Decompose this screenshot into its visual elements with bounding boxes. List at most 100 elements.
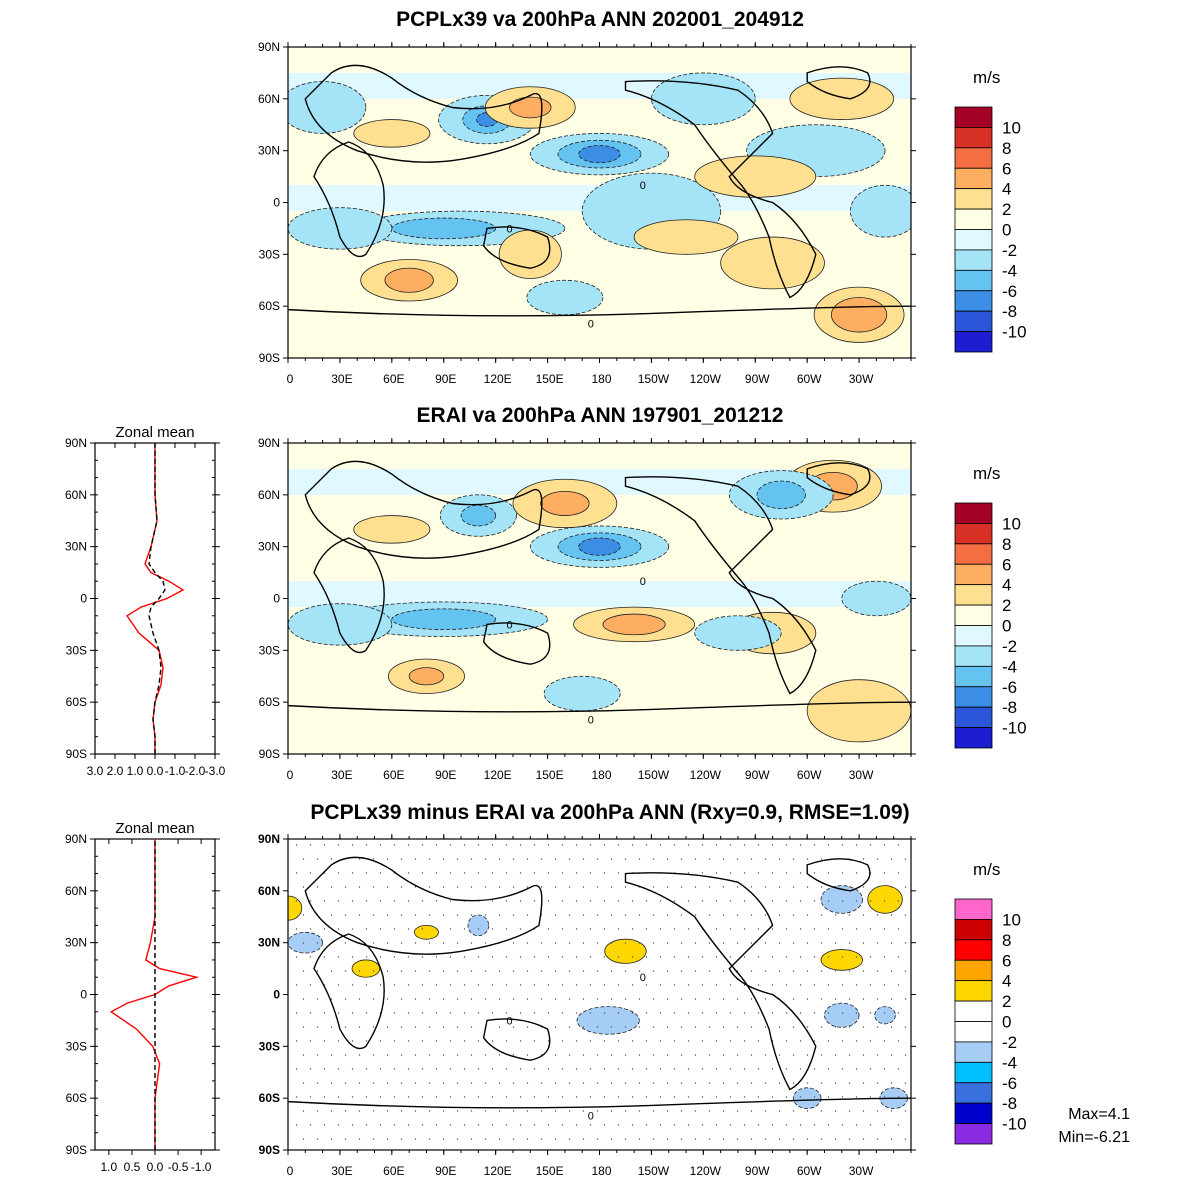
zonal-lat-tick: 90N: [65, 832, 87, 846]
coastline: [482, 622, 551, 665]
zonal-title: Zonal mean: [115, 820, 194, 837]
panel-title-model: PCPLx39 va 200hPa ANN 202001_204912: [396, 8, 804, 31]
zonal-lat-tick: 90S: [66, 747, 87, 761]
lon-tick-label: 90W: [745, 768, 770, 782]
contour-region: [824, 1002, 860, 1028]
contour-region: [694, 155, 817, 198]
zonal-mean-plot-1: Zonal mean 90N 60N 30N 0 30S 60S 90S 1.0 0.5 0.0 -0…: [65, 820, 220, 1174]
lon-tick-label: 90E: [435, 1164, 456, 1178]
lon-tick-label: 120E: [484, 372, 512, 386]
contour-region: [867, 885, 903, 914]
lon-tick-label: 180: [591, 1164, 611, 1178]
lon-tick-label: 60E: [383, 1164, 404, 1178]
contour-label: 0: [506, 619, 512, 631]
colorbar-swatch: [954, 959, 993, 982]
coastline: [806, 66, 871, 100]
colorbar-swatch: [954, 269, 993, 292]
lat-tick-label: 30N: [258, 936, 280, 950]
colorbar-swatch: [954, 665, 993, 688]
panel-title-obs: ERAI va 200hPa ANN 197901_201212: [416, 404, 784, 427]
contour-region: [353, 515, 431, 544]
colorbar-level-label: -10: [1002, 719, 1027, 738]
colorbar-swatch: [954, 543, 993, 565]
zonal-x-tick: 0.5: [124, 1160, 141, 1174]
contour-label: 0: [588, 1110, 594, 1122]
coastline: [304, 64, 543, 163]
zonal-lat-tick: 60S: [66, 695, 87, 709]
contour-region: [413, 924, 439, 940]
zonal-x-tick: -3.0: [205, 764, 226, 778]
zonal-lat-tick: 0: [80, 988, 87, 1002]
lat-tick-label: 60S: [259, 299, 280, 313]
colorbar-swatch: [954, 106, 993, 128]
contour-label: 0: [640, 180, 646, 192]
colorbar-swatch: [954, 1061, 993, 1084]
lon-tick-label: 0: [287, 372, 294, 386]
contour-region: [820, 885, 863, 914]
lon-tick-label: 60E: [383, 372, 404, 386]
colorbar-swatch: [954, 686, 993, 708]
colorbar-swatch: [954, 919, 993, 941]
contour-region: [351, 959, 381, 978]
lon-tick-label: 90E: [435, 768, 456, 782]
lat-tick-label: 30S: [259, 247, 280, 261]
contour-region: [841, 580, 911, 617]
lon-tick-label: 30E: [331, 372, 352, 386]
contour-region: [467, 914, 490, 937]
lon-tick-label: 60W: [797, 372, 822, 386]
colorbar-level-label: 4: [1002, 180, 1011, 199]
colorbar-level-label: -8: [1002, 698, 1017, 717]
lon-tick-label: 30W: [849, 1164, 874, 1178]
contour-region: [460, 504, 497, 527]
colorbar-swatch: [954, 939, 993, 961]
colorbar-swatch: [954, 310, 993, 332]
lat-tick-label: 30N: [258, 144, 280, 158]
lon-tick-label: 90E: [435, 372, 456, 386]
coastline: [304, 460, 543, 559]
lon-tick-label: 150E: [536, 372, 564, 386]
colorbar-level-label: -8: [1002, 302, 1017, 321]
zonal-lat-tick: 0: [80, 592, 87, 606]
colorbar-swatch: [954, 706, 993, 728]
panel-title-diff: PCPLx39 minus ERAI va 200hPa ANN (Rxy=0.…: [310, 801, 910, 824]
colorbar-swatch: [954, 188, 993, 210]
colorbar-level-label: -4: [1002, 657, 1017, 676]
zonal-lat-tick: 90S: [66, 1143, 87, 1157]
contour-region: [874, 1006, 896, 1025]
colorbar-swatch: [954, 1021, 993, 1043]
map-obs: 0 0 0 90N 60N 30N 0 30S 60S 90S 0 30E 60E 90E 120E 150E…: [258, 436, 916, 782]
colorbar-diff: 10 86 42 0-2-4 -6-8 -10: [954, 898, 1027, 1145]
colorbar-swatch: [954, 1123, 993, 1145]
contour-region: [288, 207, 393, 250]
contour-region: [820, 949, 863, 971]
lon-tick-label: 150W: [638, 768, 670, 782]
lat-tick-label: 0: [273, 592, 280, 606]
colorbar-swatch: [954, 249, 993, 271]
lon-tick-label: 120W: [690, 372, 722, 386]
contour-region: [540, 490, 590, 516]
colorbar-level-label: 2: [1002, 596, 1011, 615]
lat-tick-label: 30N: [258, 540, 280, 554]
colorbar-level-label: -2: [1002, 241, 1017, 260]
colorbar-swatch: [954, 727, 993, 749]
contour-label: 0: [506, 1015, 512, 1027]
zonal-lat-tick: 90N: [65, 436, 87, 450]
contour-label: 0: [588, 318, 594, 330]
zonal-lat-tick: 60N: [65, 884, 87, 898]
coastline-antarctica: [288, 1097, 911, 1109]
colorbar-swatch: [954, 127, 993, 149]
colorbar-swatch: [954, 502, 993, 524]
contour-label: 0: [506, 223, 512, 235]
colorbar-level-label: 0: [1002, 617, 1011, 636]
contour-region: [789, 77, 895, 120]
lon-tick-label: 0: [287, 1164, 294, 1178]
colorbar-level-label: 6: [1002, 951, 1011, 970]
contour-region: [288, 603, 393, 646]
lon-tick-label: 150E: [536, 1164, 564, 1178]
zonal-lat-tick: 30S: [66, 1039, 87, 1053]
colorbar-level-label: 4: [1002, 972, 1011, 991]
diff-max-stat: Max=4.1: [1068, 1106, 1130, 1123]
lon-tick-label: 150W: [638, 372, 670, 386]
colorbar-level-label: -2: [1002, 1033, 1017, 1052]
